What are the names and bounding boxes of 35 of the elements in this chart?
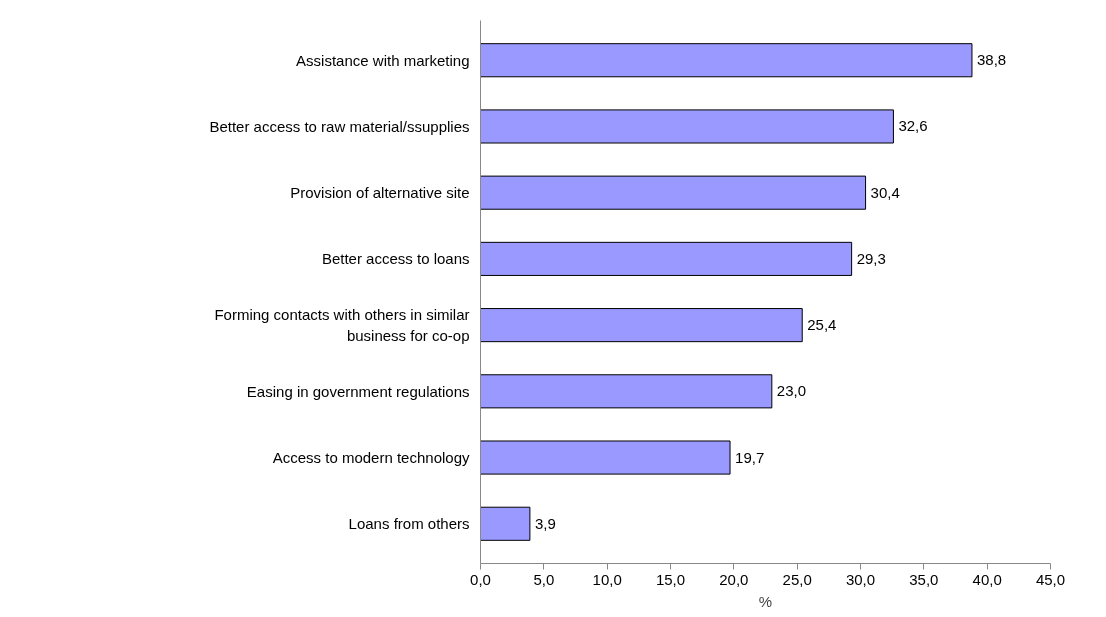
x-tick-label: 15,0 <box>655 570 686 588</box>
data-label: 30,4 <box>870 183 900 201</box>
x-tick-label: 45,0 <box>1035 570 1066 588</box>
x-tick-label: 30,0 <box>845 570 876 588</box>
data-label: 3,9 <box>534 514 556 532</box>
y-tick-label: Access to modern technology <box>272 449 470 467</box>
bar <box>480 506 531 541</box>
data-label: 32,6 <box>898 117 928 135</box>
bar <box>480 109 894 144</box>
bar <box>480 308 803 343</box>
y-tick-label: Provision of alternative site <box>290 184 470 202</box>
x-tick-label: 5,0 <box>533 570 555 588</box>
bar <box>480 374 773 409</box>
data-label: 23,0 <box>776 382 807 400</box>
x-tick-label: 0,0 <box>470 570 491 588</box>
bar <box>480 43 973 78</box>
bar <box>480 175 867 210</box>
x-tick-label: 40,0 <box>972 570 1002 588</box>
data-label: 38,8 <box>976 51 1007 69</box>
y-tick-label: Forming contacts with others in similar business for co-op <box>214 306 470 344</box>
y-tick-label: Better access to loans <box>321 250 470 268</box>
bar <box>480 440 731 475</box>
x-tick-label: 35,0 <box>909 570 939 588</box>
data-label: 19,7 <box>735 448 765 466</box>
x-axis-title: % <box>758 592 773 610</box>
data-label: 29,3 <box>856 249 886 267</box>
bar <box>480 241 853 276</box>
data-label: 25,4 <box>807 316 837 334</box>
y-tick-label: Assistance with marketing <box>296 51 470 69</box>
y-tick-label: Easing in government regulations <box>246 382 470 400</box>
y-tick-label: Better access to raw material/ssupplies <box>209 117 470 135</box>
y-tick-label: Loans from others <box>348 515 470 533</box>
x-tick-label: 10,0 <box>592 570 622 588</box>
x-tick-label: 20,0 <box>719 570 749 588</box>
x-tick-label: 25,0 <box>782 570 812 588</box>
